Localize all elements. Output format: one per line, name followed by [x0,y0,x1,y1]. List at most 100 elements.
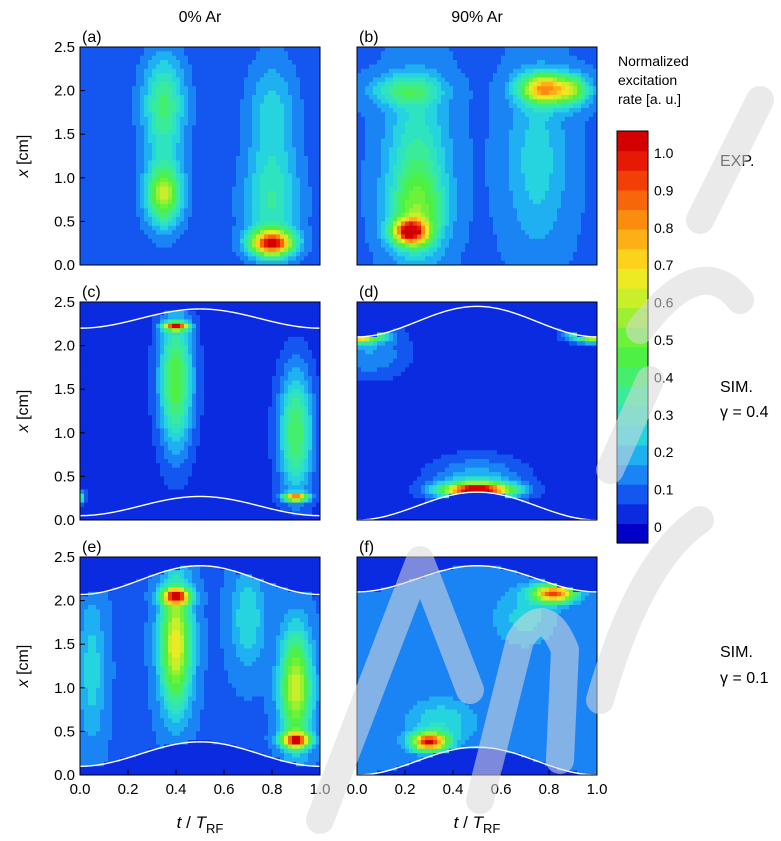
heatmap-cells [357,302,597,520]
colorbar-tick-label: 0 [654,519,662,535]
heatmap-panel: (f) 0.0 0.2 0.4 0.6 0.8 1.0 t / TRF [347,539,608,836]
y-tick-label: 1.5 [54,636,75,653]
y-tick-label: 1.0 [54,680,75,697]
x-tick-label: 0.2 [118,781,139,798]
heatmap-panel: (b) [356,29,598,266]
heatmap-cells [357,557,597,775]
panel-frame [79,46,321,266]
colorbar-stripe [617,287,648,309]
colorbar-tick-label: 0.8 [654,220,674,236]
x-tick-label: 0.0 [347,781,368,798]
colorbar-stripe [617,464,648,485]
colorbar-stripe [617,170,648,191]
y-tick-label: 2.5 [54,39,75,56]
panel-label: (c) [82,284,101,301]
y-tick-label: 1.0 [54,425,75,442]
x-tick-label: 0.6 [214,781,235,798]
x-tick-label: 0.4 [166,781,187,798]
colorbar-stripe [617,248,648,269]
x-tick-label: 0.2 [395,781,416,798]
heatmap-panel: (e) 0.0 0.5 1.0 1.5 2.0 2.5 x [cm] 0.0 0.2 0.4 0.6 0… [15,539,330,836]
x-tick-label: 0.6 [491,781,512,798]
heatmap-cells [80,557,320,775]
sheath-edge-bottom [79,495,321,517]
y-tick-label: 1.0 [54,170,75,187]
panel-label: (d) [359,284,379,301]
sheath-edge-top [79,565,321,596]
y-tick-label: 2.5 [54,294,75,311]
panel-frame [79,301,321,521]
colorbar-ticks: 1.0 0.9 0.8 0.7 0.6 0.5 0.4 0.3 0.2 0.1 0 [654,145,674,535]
colorbar-stripe [617,327,648,348]
colorbar-title-line-2: rate [a. u.] [618,91,681,107]
colorbar-tick-label: 0.9 [654,182,674,198]
sheath-edge-top [79,308,321,329]
y-tick-label: 0.5 [54,723,75,740]
colorbar-tick-label: 0.5 [654,332,674,348]
y-tick-label: 2.0 [54,83,75,100]
colorbar-tick-label: 0.7 [654,257,674,273]
x-tick-label: 1.0 [310,781,331,798]
colorbar-stripe [617,189,648,211]
colorbar-stripe [617,131,648,152]
y-tick-label: 2.0 [54,593,75,610]
y-tick-label: 1.5 [54,381,75,398]
heatmap-panel: (d) [356,284,598,521]
colorbar-stripe [617,484,648,505]
colorbar-stripe [617,405,648,426]
colorbar-stripe [617,268,648,289]
y-tick-label: 1.5 [54,126,75,143]
x-tick-label: 1.0 [587,781,608,798]
panels: (a) 0.0 0.5 1.0 1.5 2.0 2.5 x [cm] (b) (c) 0.0 0.5 1… [15,29,607,836]
heatmap-cells [80,47,320,265]
colorbar-stripe [617,346,648,368]
panel-label: (a) [82,29,102,46]
colorbar-stripe [617,444,648,466]
x-axis-label: t / TRF [177,813,224,836]
x-tick-label: 0.8 [262,781,283,798]
colorbar-stripe [617,386,648,407]
colorbar-stripe [617,150,648,171]
colorbar-title-line-0: Normalized [618,53,689,69]
colorbar-tick-label: 0.4 [654,369,674,385]
colorbar-stripe [617,503,648,524]
colorbar-stripe [617,523,648,544]
y-tick-label: 0.0 [54,512,75,529]
panel-label: (b) [359,29,379,46]
row-gamma-1: γ = 0.4 [720,404,769,421]
heatmap-cells [80,302,320,520]
column-header-1: 90% Ar [451,9,503,26]
heatmap-panel: (c) 0.0 0.5 1.0 1.5 2.0 2.5 x [cm] [15,284,321,529]
x-axis-label: t / TRF [454,813,501,836]
row-label-sim-1: SIM. [720,379,753,396]
sheath-edge-bottom [79,741,321,767]
colorbar-stripes [617,131,648,544]
colorbar-tick-label: 0.2 [654,444,674,460]
y-tick-label: 0.0 [54,257,75,274]
row-label-sim-2: SIM. [720,644,753,661]
heatmap-cells [357,47,597,265]
colorbar-tick-label: 0.3 [654,407,674,423]
colorbar-tick-label: 1.0 [654,145,674,161]
panel-frame [356,46,598,266]
colorbar-stripe [617,229,648,250]
y-tick-label: 2.0 [54,338,75,355]
colorbar-stripe [617,307,648,328]
row-label-exp: EXP. [720,153,754,170]
x-tick-label: 0.0 [70,781,91,798]
colorbar-tick-label: 0.6 [654,295,674,311]
colorbar-title-line-1: excitation [618,72,677,88]
panel-label: (f) [359,539,374,556]
colorbar-stripe [617,425,648,446]
colorbar-stripe [617,366,648,387]
y-tick-label: 0.5 [54,213,75,230]
row-gamma-2: γ = 0.1 [720,670,769,687]
y-tick-label: 0.5 [54,468,75,485]
x-tick-label: 0.8 [539,781,560,798]
y-axis-label: x [cm] [15,135,32,179]
panel-label: (e) [82,539,102,556]
y-axis-label: x [cm] [15,645,32,689]
colorbar-tick-label: 0.1 [654,482,674,498]
y-tick-label: 2.5 [54,549,75,566]
